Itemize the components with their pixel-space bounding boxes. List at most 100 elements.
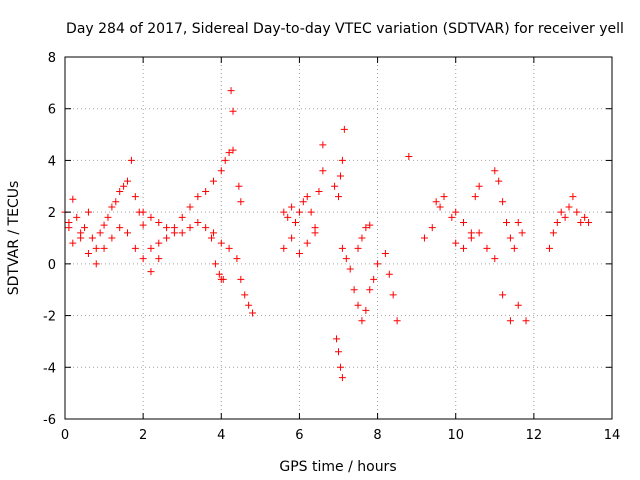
data-point	[565, 203, 573, 211]
y-tick-label: 8	[48, 51, 56, 66]
data-point	[288, 234, 296, 242]
data-point	[186, 203, 194, 211]
data-point	[311, 229, 319, 237]
data-point	[147, 268, 155, 276]
data-point	[170, 229, 178, 237]
data-point	[350, 286, 358, 294]
data-point	[385, 270, 393, 278]
data-point	[208, 234, 216, 242]
data-point	[227, 87, 235, 95]
data-point	[405, 153, 413, 161]
data-point	[124, 229, 132, 237]
data-point	[163, 234, 171, 242]
data-point	[338, 374, 346, 382]
data-point	[139, 221, 147, 229]
y-tick-label: 0	[48, 258, 56, 273]
data-point	[155, 239, 163, 247]
data-point	[295, 208, 303, 216]
data-point	[549, 229, 557, 237]
data-point	[211, 260, 219, 268]
data-point	[186, 224, 194, 232]
data-point	[573, 208, 581, 216]
data-point	[358, 234, 366, 242]
data-point	[471, 193, 479, 201]
data-point	[514, 218, 522, 226]
data-point	[452, 208, 460, 216]
data-point	[249, 309, 257, 317]
data-point	[217, 167, 225, 175]
x-tick-label: 10	[447, 428, 464, 443]
data-point	[131, 244, 139, 252]
data-point	[280, 244, 288, 252]
data-point	[335, 193, 342, 201]
data-point	[374, 260, 382, 268]
y-tick-label: 4	[48, 154, 56, 169]
data-point	[440, 193, 448, 201]
data-point	[139, 208, 147, 216]
data-point	[96, 229, 104, 237]
data-point	[147, 213, 155, 221]
data-point	[366, 221, 374, 229]
data-point	[81, 224, 89, 232]
data-point	[491, 255, 499, 263]
data-point	[315, 187, 323, 195]
data-point	[506, 317, 514, 325]
data-point	[491, 167, 499, 175]
data-point	[233, 255, 241, 263]
data-point	[155, 255, 163, 263]
data-point	[84, 250, 92, 258]
data-point	[577, 218, 585, 226]
data-point	[307, 208, 315, 216]
data-point	[280, 208, 288, 216]
data-point	[69, 195, 77, 203]
data-point	[585, 218, 593, 226]
data-point	[499, 198, 507, 206]
x-tick-label: 0	[61, 428, 69, 443]
data-point	[100, 244, 108, 252]
y-tick-label: -6	[43, 413, 56, 428]
data-point	[518, 229, 526, 237]
data-point	[553, 218, 561, 226]
data-point	[104, 213, 112, 221]
data-point	[221, 156, 229, 164]
data-point	[194, 218, 202, 226]
data-point	[370, 275, 378, 283]
data-point	[120, 182, 128, 190]
plot-frame	[64, 56, 613, 420]
data-point	[92, 244, 100, 252]
data-point	[436, 203, 444, 211]
data-point	[303, 193, 311, 201]
data-point	[202, 187, 210, 195]
data-point	[338, 244, 346, 252]
data-point	[393, 317, 401, 325]
data-point	[460, 218, 468, 226]
data-point	[245, 301, 253, 309]
data-point	[155, 218, 163, 226]
data-point	[522, 317, 530, 325]
data-point	[338, 156, 346, 164]
data-point	[124, 177, 132, 185]
data-point	[108, 203, 116, 211]
data-point	[219, 275, 227, 283]
data-points	[61, 87, 593, 382]
data-point	[217, 239, 225, 247]
data-point	[319, 167, 327, 175]
y-tick-label: 6	[48, 103, 56, 118]
data-point	[209, 229, 217, 237]
data-point	[362, 224, 370, 232]
data-point	[209, 177, 217, 185]
grid	[65, 57, 612, 419]
data-point	[237, 198, 245, 206]
x-tick-label: 2	[139, 428, 147, 443]
x-tick-label: 12	[526, 428, 543, 443]
data-point	[354, 301, 362, 309]
y-tick-label: -4	[43, 361, 56, 376]
data-point	[340, 125, 348, 133]
data-point	[225, 149, 233, 157]
data-point	[475, 229, 483, 237]
x-tick-label: 14	[604, 428, 621, 443]
data-point	[420, 234, 428, 242]
data-point	[100, 221, 108, 229]
x-axis-label: GPS time / hours	[279, 459, 396, 475]
